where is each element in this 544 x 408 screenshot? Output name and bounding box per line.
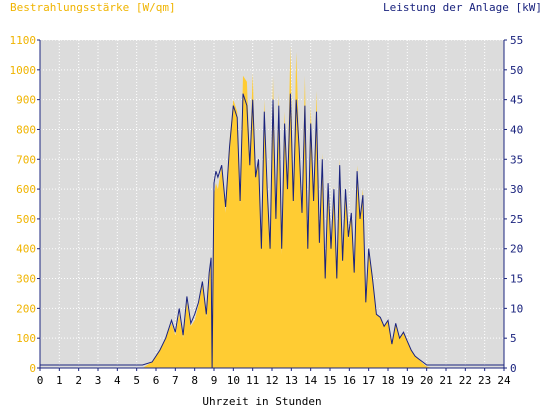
power-line-layer bbox=[40, 93, 504, 369]
y-right-tick-label: 0 bbox=[510, 362, 517, 375]
x-tick-label: 15 bbox=[323, 374, 336, 387]
irradiance-area bbox=[40, 46, 504, 368]
right-axis-title: Leistung der Anlage [kW] bbox=[383, 1, 542, 14]
x-tick-label: 11 bbox=[246, 374, 259, 387]
y-left-tick-label: 1000 bbox=[10, 64, 37, 77]
y-right-tick-label: 50 bbox=[510, 64, 523, 77]
y-left-tick-label: 500 bbox=[16, 213, 36, 226]
y-left-tick-label: 100 bbox=[16, 332, 36, 345]
ticks: 0100200300400500600700800900100011000510… bbox=[10, 34, 524, 387]
y-left-tick-label: 800 bbox=[16, 123, 36, 136]
y-right-tick-label: 10 bbox=[510, 302, 523, 315]
irradiance-area-layer bbox=[40, 46, 504, 368]
x-tick-label: 12 bbox=[265, 374, 278, 387]
left-axis-title: Bestrahlungsstärke [W/qm] bbox=[10, 1, 176, 14]
x-tick-label: 9 bbox=[211, 374, 218, 387]
x-tick-label: 10 bbox=[227, 374, 240, 387]
x-tick-label: 21 bbox=[439, 374, 452, 387]
y-left-tick-label: 400 bbox=[16, 243, 36, 256]
x-tick-label: 14 bbox=[304, 374, 318, 387]
x-tick-label: 17 bbox=[362, 374, 375, 387]
y-left-tick-label: 600 bbox=[16, 183, 36, 196]
x-tick-label: 5 bbox=[133, 374, 140, 387]
x-tick-label: 18 bbox=[381, 374, 394, 387]
y-left-tick-label: 0 bbox=[29, 362, 36, 375]
y-right-tick-label: 55 bbox=[510, 34, 523, 47]
y-left-tick-label: 900 bbox=[16, 94, 36, 107]
y-right-tick-label: 25 bbox=[510, 213, 523, 226]
x-tick-label: 20 bbox=[420, 374, 433, 387]
x-tick-label: 2 bbox=[75, 374, 82, 387]
y-right-tick-label: 40 bbox=[510, 123, 523, 136]
x-tick-label: 7 bbox=[172, 374, 179, 387]
x-tick-label: 4 bbox=[114, 374, 121, 387]
power-line bbox=[40, 93, 504, 369]
x-tick-label: 6 bbox=[153, 374, 160, 387]
y-right-tick-label: 30 bbox=[510, 183, 523, 196]
x-tick-label: 19 bbox=[401, 374, 414, 387]
x-axis-title: Uhrzeit in Stunden bbox=[202, 395, 321, 408]
x-tick-label: 3 bbox=[95, 374, 102, 387]
x-tick-label: 23 bbox=[478, 374, 491, 387]
y-left-tick-label: 700 bbox=[16, 153, 36, 166]
y-left-tick-label: 200 bbox=[16, 302, 36, 315]
y-right-tick-label: 5 bbox=[510, 332, 517, 345]
y-right-tick-label: 45 bbox=[510, 94, 523, 107]
x-tick-label: 22 bbox=[459, 374, 472, 387]
y-right-tick-label: 35 bbox=[510, 153, 523, 166]
x-tick-label: 13 bbox=[285, 374, 298, 387]
y-right-tick-label: 20 bbox=[510, 243, 523, 256]
x-tick-label: 1 bbox=[56, 374, 63, 387]
y-left-tick-label: 1100 bbox=[10, 34, 37, 47]
x-tick-label: 24 bbox=[497, 374, 511, 387]
x-tick-label: 0 bbox=[37, 374, 44, 387]
y-left-tick-label: 300 bbox=[16, 273, 36, 286]
x-tick-label: 16 bbox=[343, 374, 356, 387]
y-right-tick-label: 15 bbox=[510, 273, 523, 286]
x-tick-label: 8 bbox=[191, 374, 198, 387]
